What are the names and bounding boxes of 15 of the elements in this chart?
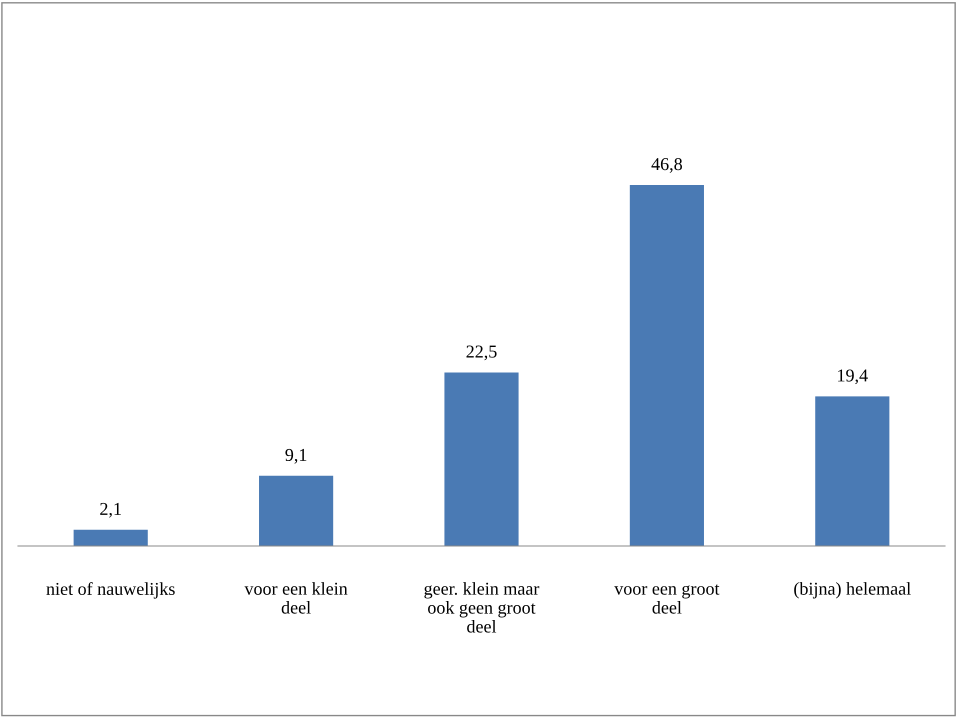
data-label: 22,5 (466, 346, 497, 360)
x-tick-label: voor een klein deel (244, 582, 348, 614)
x-tick-label: (bijna) helemaal (794, 582, 911, 598)
data-label: 2,1 (100, 502, 121, 518)
bar (815, 396, 890, 546)
x-tick-label: niet of nauwelijks (46, 582, 175, 599)
data-label: 9,1 (285, 448, 306, 464)
bar (630, 185, 704, 546)
x-tick-label: geer. klein maar ook geen groot deel (424, 582, 540, 633)
data-label: 46,8 (651, 158, 682, 173)
bar (74, 530, 148, 546)
bar (444, 372, 519, 546)
x-tick-label: voor een groot deel (614, 584, 720, 614)
bar (259, 476, 334, 546)
data-label: 19,4 (838, 369, 868, 384)
